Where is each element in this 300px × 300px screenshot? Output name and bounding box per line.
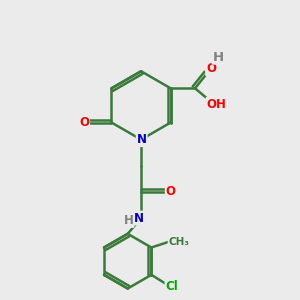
Text: CH₃: CH₃ [169, 236, 190, 247]
Text: O: O [206, 62, 216, 75]
Text: O: O [166, 185, 176, 198]
Text: H: H [124, 214, 134, 227]
Text: H: H [213, 51, 224, 64]
Text: Cl: Cl [166, 280, 178, 293]
Text: O: O [79, 116, 89, 129]
Text: N: N [134, 212, 144, 225]
Text: OH: OH [206, 98, 226, 111]
Text: N: N [137, 133, 147, 146]
